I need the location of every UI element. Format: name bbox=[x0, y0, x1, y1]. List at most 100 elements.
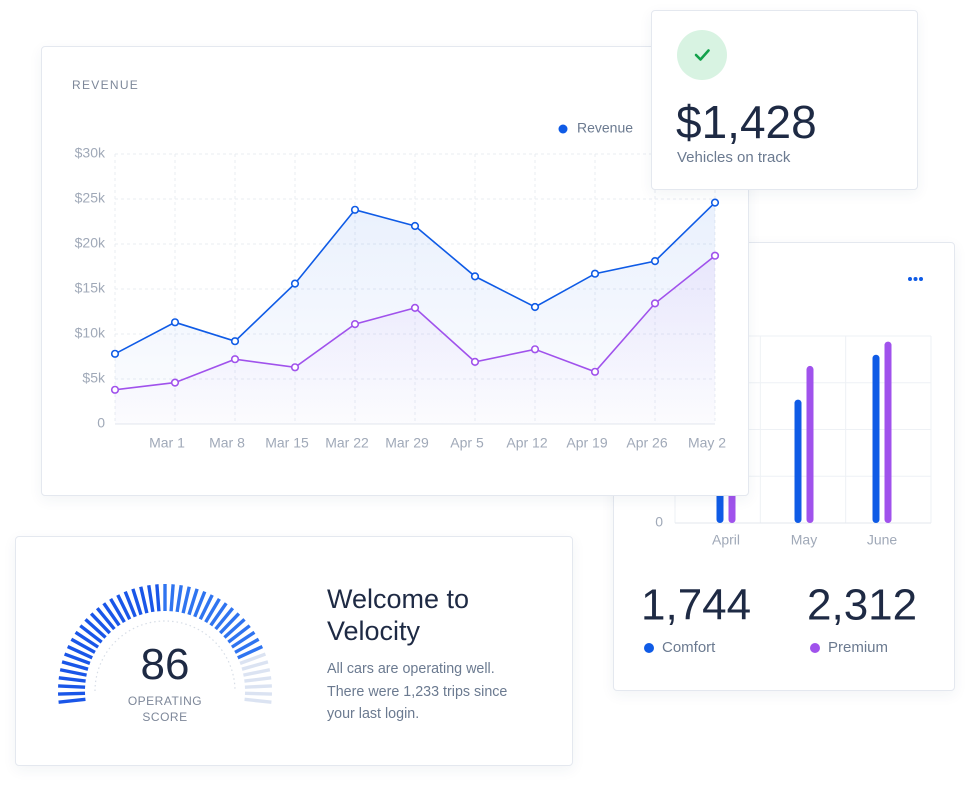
point bbox=[170, 378, 180, 387]
x-tick-label: Apr 19 bbox=[566, 435, 607, 451]
gauge-tick bbox=[244, 691, 273, 696]
gauge-tick bbox=[109, 597, 126, 623]
gauge-tick bbox=[234, 637, 260, 654]
gauge-tick bbox=[58, 684, 86, 689]
y-tick-label: $10k bbox=[75, 325, 106, 341]
point bbox=[710, 251, 720, 260]
point bbox=[530, 345, 540, 354]
gauge-tick bbox=[155, 584, 161, 612]
x-tick-label: May bbox=[791, 532, 817, 548]
gauge-tick bbox=[239, 652, 267, 665]
legend-label: Premium bbox=[828, 639, 888, 656]
gauge-tick bbox=[116, 594, 132, 620]
gauge-tick bbox=[74, 630, 100, 649]
point bbox=[530, 302, 540, 312]
gauge-tick bbox=[70, 637, 96, 654]
gauge-tick bbox=[214, 607, 235, 631]
gauge-tick bbox=[58, 676, 86, 683]
point bbox=[170, 318, 180, 327]
stat-card: $1,428 Vehicles on track bbox=[651, 10, 918, 190]
gauge-tick bbox=[209, 602, 228, 627]
gauge-tick bbox=[181, 586, 191, 614]
gauge-tick bbox=[198, 594, 214, 620]
stat-label: Vehicles on track bbox=[677, 149, 791, 166]
gauge-tick bbox=[58, 697, 86, 704]
gauge-tick bbox=[89, 612, 112, 635]
x-tick-label: April bbox=[712, 532, 740, 548]
chart-title: REVENUE bbox=[72, 78, 139, 92]
check-mark bbox=[694, 49, 710, 61]
point bbox=[470, 272, 480, 281]
gauge-tick bbox=[237, 645, 264, 660]
x-tick-label: Mar 1 bbox=[149, 435, 185, 451]
y-tick-label: $5k bbox=[82, 370, 106, 386]
area bbox=[115, 255, 715, 424]
gauge-tick bbox=[57, 691, 86, 696]
gauge-tick bbox=[204, 597, 221, 623]
x-tick-label: Mar 15 bbox=[265, 435, 309, 451]
gauge-tick bbox=[244, 697, 272, 704]
point bbox=[230, 337, 240, 346]
point bbox=[650, 299, 660, 308]
point bbox=[290, 279, 300, 288]
point bbox=[470, 357, 480, 367]
y-tick-label: $30k bbox=[75, 145, 106, 161]
gauge-tick bbox=[147, 584, 155, 613]
welcome-title: Welcome to Velocity bbox=[327, 584, 470, 646]
point bbox=[590, 269, 600, 278]
line-chart: REVENUE 0 $5k $10k $15k $20k $25k $30k Mar 1 Mar… bbox=[72, 78, 726, 451]
gauge-tick bbox=[169, 584, 175, 612]
gauge bbox=[57, 584, 273, 704]
gauge-tick bbox=[95, 607, 116, 631]
point bbox=[710, 198, 720, 207]
menu-dot bbox=[919, 277, 923, 281]
gauge-tick bbox=[244, 684, 272, 689]
point bbox=[350, 205, 360, 214]
gauge-tick bbox=[139, 586, 149, 614]
bar bbox=[806, 365, 814, 523]
bar bbox=[884, 341, 892, 523]
menu-dot bbox=[908, 277, 912, 281]
y-tick-label: 0 bbox=[655, 514, 663, 530]
gauge-tick bbox=[175, 584, 183, 613]
gauge-tick bbox=[227, 624, 251, 644]
legend-label: Comfort bbox=[662, 639, 716, 656]
gauge-tick bbox=[63, 652, 91, 665]
revenue-card: REVENUE 0 $5k $10k $15k $20k $25k $30k Mar 1 Mar… bbox=[41, 46, 749, 496]
gauge-tick bbox=[243, 668, 271, 677]
y-tick-label: $15k bbox=[75, 280, 106, 296]
menu-dot bbox=[913, 277, 918, 281]
menu-icon[interactable] bbox=[908, 277, 923, 281]
gauge-inner-arc bbox=[94, 620, 236, 692]
legend-marker bbox=[810, 643, 820, 653]
gauge-fill bbox=[57, 584, 264, 704]
point bbox=[110, 349, 120, 358]
gauge-tick bbox=[102, 602, 121, 627]
gauge-value: 86 bbox=[140, 640, 190, 689]
y-tick-label: $25k bbox=[75, 190, 106, 206]
gauge-track bbox=[239, 652, 273, 704]
x-tick-label: June bbox=[867, 532, 898, 548]
point bbox=[290, 363, 300, 372]
point bbox=[590, 367, 600, 376]
stat-icon bbox=[677, 30, 727, 80]
legend-marker bbox=[558, 124, 568, 134]
check-circle bbox=[677, 30, 727, 80]
point bbox=[110, 385, 120, 394]
x-tick-label: Apr 5 bbox=[450, 435, 484, 451]
gauge-tick bbox=[193, 591, 207, 618]
gauge-label: OPERATING SCORE bbox=[127, 694, 203, 724]
gauge-tick bbox=[84, 618, 107, 639]
gauge-tick bbox=[79, 624, 103, 644]
gauge-tick bbox=[59, 668, 87, 677]
point bbox=[410, 221, 420, 231]
gauge-tick bbox=[230, 630, 256, 649]
bar bbox=[794, 399, 802, 523]
gauge-tick bbox=[241, 660, 269, 671]
welcome-body: All cars are operating well. There were … bbox=[327, 661, 508, 722]
bar bbox=[872, 354, 880, 523]
x-tick-label: Apr 12 bbox=[506, 435, 547, 451]
x-tick-label: Mar 22 bbox=[325, 435, 369, 451]
legend-marker bbox=[644, 643, 654, 653]
